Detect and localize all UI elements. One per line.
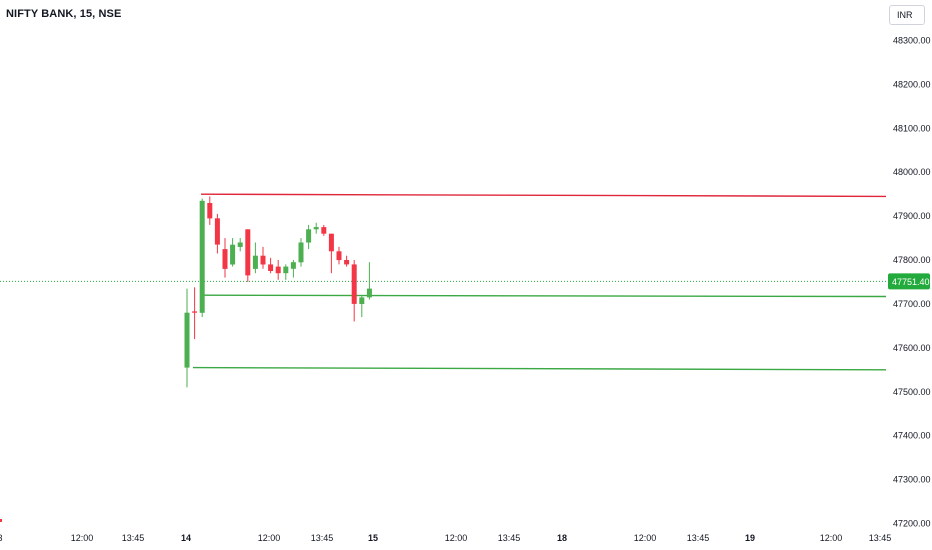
candle[interactable] — [306, 224, 312, 250]
candle-body — [359, 297, 365, 304]
candle-body — [290, 262, 296, 269]
candle[interactable] — [222, 238, 228, 278]
candle[interactable] — [237, 238, 243, 252]
candle[interactable] — [199, 198, 205, 318]
candle-body — [252, 255, 258, 269]
price-tick-label: 47500.00 — [893, 387, 931, 397]
candle[interactable] — [214, 213, 220, 254]
candle-body — [184, 312, 190, 368]
candle-body — [260, 255, 266, 265]
level-line-resistance[interactable] — [200, 193, 887, 198]
price-tick-label: 48100.00 — [893, 123, 931, 133]
bar-marker-icon — [0, 519, 2, 522]
candle[interactable] — [252, 242, 258, 274]
candle-body — [321, 227, 327, 234]
candle[interactable] — [366, 262, 372, 300]
current-price-badge — [888, 273, 930, 290]
price-tick-label: 48000.00 — [893, 167, 931, 177]
time-tick-label: 12:00 — [820, 533, 843, 543]
time-tick-label: 12:00 — [634, 533, 657, 543]
candle-body — [298, 242, 304, 263]
time-tick-label: 3 — [0, 533, 3, 543]
price-tick-label: 48300.00 — [893, 36, 931, 46]
candle[interactable] — [344, 255, 350, 267]
candle[interactable] — [230, 238, 236, 267]
candle[interactable] — [275, 260, 281, 280]
level-line-support-lower[interactable] — [192, 366, 887, 371]
time-tick-label: 12:00 — [71, 533, 94, 543]
candle[interactable] — [313, 222, 319, 234]
price-tick-label: 47600.00 — [893, 343, 931, 353]
candle-body — [306, 229, 312, 243]
candle-body — [275, 266, 281, 274]
candles-layer — [184, 196, 372, 388]
candle[interactable] — [245, 229, 251, 282]
candle[interactable] — [359, 295, 365, 318]
time-tick-label: 13:45 — [869, 533, 892, 543]
candle-body — [366, 288, 372, 298]
candle[interactable] — [321, 224, 327, 236]
candle-body — [230, 244, 236, 265]
candle-body — [344, 260, 350, 265]
time-tick-label: 14 — [181, 533, 191, 543]
time-tick-label: 13:45 — [687, 533, 710, 543]
time-axis[interactable]: 3 12:00 13:45 14 12:00 13:45 15 12:00 13:45 18 12:… — [0, 533, 891, 543]
candle-body — [336, 251, 342, 261]
time-tick-label: 12:00 — [258, 533, 281, 543]
time-tick-label: 15 — [368, 533, 378, 543]
current-price-marker: 47751.40 — [888, 273, 930, 290]
price-tick-label: 47400.00 — [893, 431, 931, 441]
currency-button[interactable]: INR — [889, 5, 925, 25]
candle-body — [283, 266, 289, 274]
candle[interactable] — [184, 288, 190, 388]
candle[interactable] — [192, 287, 198, 340]
symbol-title[interactable]: NIFTY BANK, 15, NSE — [6, 8, 122, 20]
candle-body — [351, 264, 357, 304]
candle-body — [199, 200, 205, 313]
candle-body — [237, 242, 243, 247]
time-tick-label: 13:45 — [498, 533, 521, 543]
time-tick-label: 12:00 — [445, 533, 468, 543]
candle-body — [192, 311, 198, 313]
grid-layer — [0, 280, 886, 522]
time-tick-label: 13:45 — [122, 533, 145, 543]
levels-layer — [192, 193, 887, 371]
candle[interactable] — [290, 260, 296, 278]
candle[interactable] — [351, 260, 357, 322]
price-tick-label: 48200.00 — [893, 79, 931, 89]
candle[interactable] — [298, 238, 304, 267]
price-tick-label: 47900.00 — [893, 211, 931, 221]
time-tick-label: 18 — [557, 533, 567, 543]
price-tick-label: 47200.00 — [893, 519, 931, 529]
price-tick-label: 47800.00 — [893, 255, 931, 265]
price-axis[interactable]: 48300.00 48200.00 48100.00 48000.00 47900.00… — [893, 36, 931, 529]
candle[interactable] — [328, 233, 334, 274]
price-tick-label: 47300.00 — [893, 475, 931, 485]
candle[interactable] — [207, 196, 213, 225]
candle-body — [245, 229, 251, 276]
candle-body — [222, 249, 228, 269]
candle[interactable] — [336, 246, 342, 265]
candle-body — [214, 218, 220, 245]
time-tick-label: 19 — [745, 533, 755, 543]
candle-body — [328, 233, 334, 252]
candle[interactable] — [283, 264, 289, 280]
current-price-label: 47751.40 — [892, 277, 930, 287]
candle[interactable] — [268, 257, 274, 274]
time-tick-label: 13:45 — [311, 533, 334, 543]
level-line-support-upper[interactable] — [202, 294, 887, 298]
candle[interactable] — [260, 246, 266, 269]
candle-body — [313, 227, 319, 230]
candle-body — [268, 264, 274, 271]
price-tick-label: 47700.00 — [893, 299, 931, 309]
candle-body — [207, 203, 213, 219]
